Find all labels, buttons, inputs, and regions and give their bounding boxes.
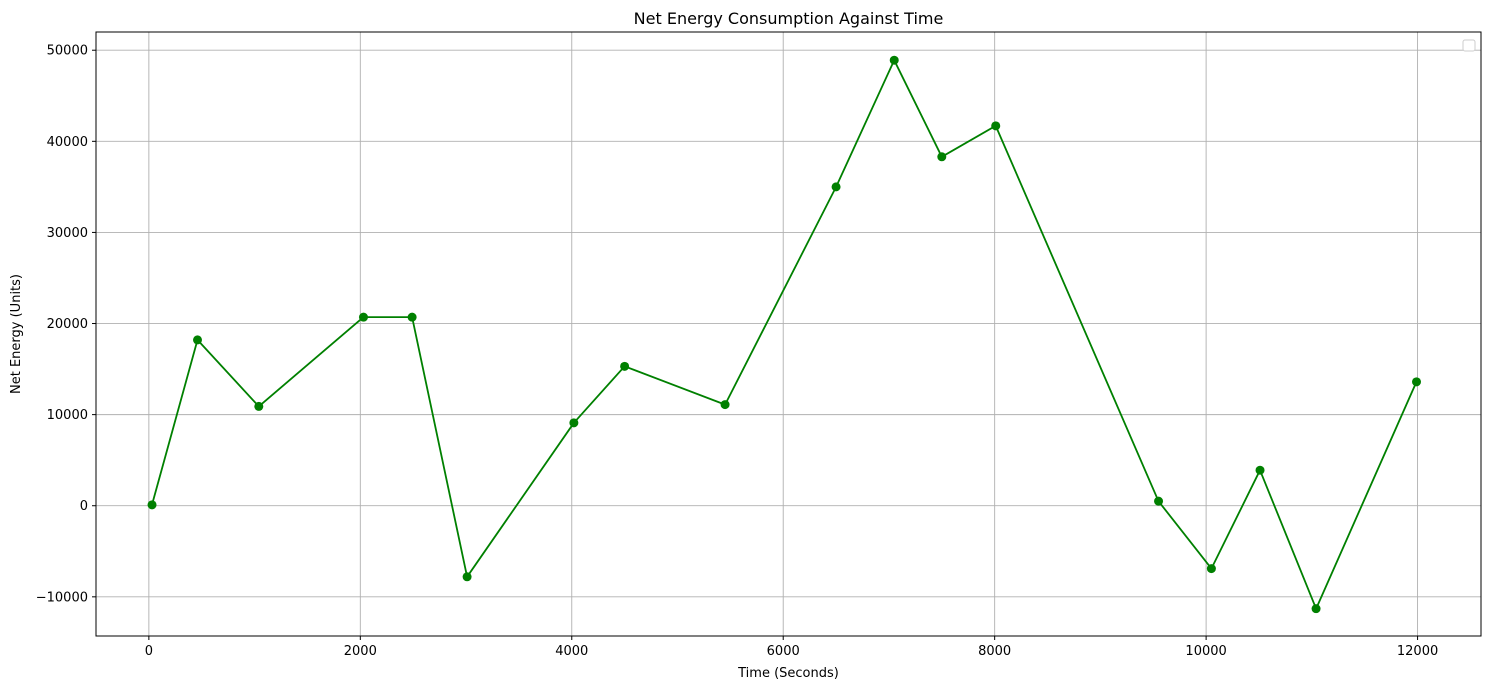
data-point [991,121,1001,131]
data-point [720,400,730,410]
data-point [358,312,368,322]
y-axis-ticks: −10000 0 10000 20000 30000 40000 50000 [36,44,96,605]
data-point [831,182,841,192]
data-point [569,418,579,428]
y-tick-label: 50000 [47,44,88,59]
data-point [889,55,899,65]
data-point [147,500,157,510]
data-point [1154,496,1164,506]
data-point [937,152,947,162]
y-tick-label: 30000 [47,226,88,241]
grid-lines [96,32,1481,636]
data-point [1311,604,1321,614]
x-tick-label: 2000 [344,644,377,659]
x-axis-label: Time (Seconds) [737,666,839,681]
y-tick-label: 10000 [47,408,88,423]
x-axis-ticks: 0 2000 4000 6000 8000 10000 12000 [145,636,1438,659]
series-group [147,55,1422,614]
chart-title: Net Energy Consumption Against Time [634,9,944,28]
y-axis-label: Net Energy (Units) [9,274,24,394]
series-line [151,59,1418,610]
x-tick-label: 8000 [978,644,1011,659]
x-tick-label: 10000 [1185,644,1226,659]
data-point [254,401,264,411]
x-tick-label: 4000 [555,644,588,659]
data-point [462,572,472,582]
data-point [1255,465,1265,475]
x-tick-label: 12000 [1397,644,1438,659]
x-tick-label: 6000 [767,644,800,659]
legend-box [1462,39,1476,52]
data-point [1206,564,1216,574]
data-point [407,312,417,322]
plot-frame [95,31,1482,637]
y-tick-label: −10000 [36,590,88,605]
y-tick-label: 0 [80,499,88,514]
data-point [620,361,630,371]
data-point [1412,377,1422,387]
data-point [192,335,202,345]
y-tick-label: 20000 [47,317,88,332]
y-tick-label: 40000 [47,135,88,150]
x-tick-label: 0 [145,644,153,659]
